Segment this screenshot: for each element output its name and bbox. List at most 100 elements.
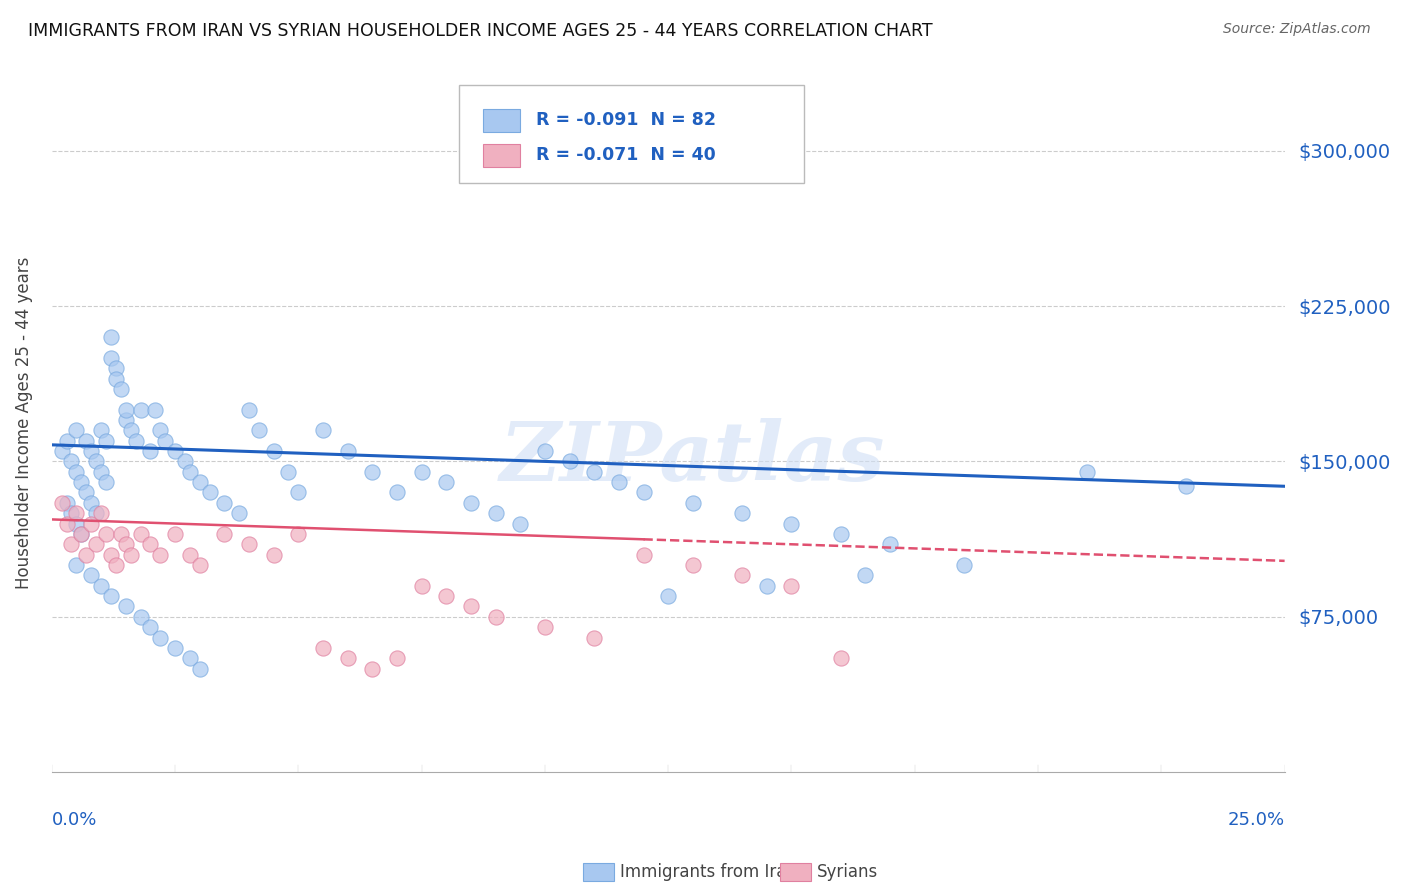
Y-axis label: Householder Income Ages 25 - 44 years: Householder Income Ages 25 - 44 years (15, 256, 32, 589)
Point (434, 475, 457, 490)
Point (90, 465, 112, 479)
Point (139, 537, 162, 551)
Bar (484, 109, 520, 132)
Point (75, 548, 97, 562)
Point (90, 579, 112, 593)
Point (153, 434, 176, 448)
Point (336, 444, 359, 458)
Point (75, 485, 97, 500)
Point (214, 527, 236, 541)
Point (583, 631, 606, 645)
Point (238, 537, 260, 551)
Point (90, 506, 112, 520)
Point (129, 609, 152, 624)
Point (114, 413, 136, 427)
Point (55, 496, 77, 510)
Point (312, 423, 335, 437)
Point (94, 475, 117, 490)
Point (114, 402, 136, 417)
Point (70, 527, 93, 541)
Point (174, 454, 197, 468)
Point (80, 444, 103, 458)
Point (682, 496, 704, 510)
Point (780, 516, 803, 531)
Point (1175, 479, 1198, 493)
Point (583, 465, 606, 479)
Point (65, 558, 87, 572)
Point (51, 496, 73, 510)
Point (114, 599, 136, 614)
Point (633, 485, 655, 500)
Point (110, 527, 132, 541)
Point (277, 465, 299, 479)
Point (84, 506, 107, 520)
Point (179, 651, 201, 665)
Point (90, 423, 112, 437)
Text: ZIPatlas: ZIPatlas (501, 417, 886, 498)
Point (484, 609, 506, 624)
FancyBboxPatch shape (458, 85, 804, 183)
Point (830, 651, 852, 665)
Point (411, 579, 433, 593)
Point (129, 527, 152, 541)
Point (60, 454, 83, 468)
Point (104, 361, 127, 376)
Point (120, 423, 142, 437)
Point (336, 651, 359, 665)
Point (80, 568, 103, 582)
Point (163, 527, 186, 541)
Point (65, 423, 87, 437)
Point (84, 454, 107, 468)
Point (263, 444, 285, 458)
Point (149, 423, 172, 437)
Point (188, 558, 211, 572)
Point (287, 485, 309, 500)
Point (60, 537, 83, 551)
Point (214, 496, 236, 510)
Point (143, 402, 166, 417)
Point (287, 527, 309, 541)
Bar (484, 144, 520, 167)
Point (731, 506, 754, 520)
Point (361, 662, 384, 676)
Point (65, 516, 87, 531)
Text: 25.0%: 25.0% (1227, 811, 1285, 829)
Point (100, 351, 122, 365)
Text: IMMIGRANTS FROM IRAN VS SYRIAN HOUSEHOLDER INCOME AGES 25 - 44 YEARS CORRELATION: IMMIGRANTS FROM IRAN VS SYRIAN HOUSEHOLD… (28, 22, 932, 40)
Point (120, 548, 142, 562)
Point (312, 640, 335, 655)
Point (55, 516, 77, 531)
Point (179, 548, 201, 562)
Point (100, 330, 122, 344)
Point (75, 434, 97, 448)
Point (139, 444, 162, 458)
Point (484, 506, 506, 520)
Point (104, 371, 127, 385)
Point (188, 662, 211, 676)
Point (361, 465, 384, 479)
Point (263, 548, 285, 562)
Point (55, 434, 77, 448)
Point (100, 548, 122, 562)
Point (385, 651, 408, 665)
Point (509, 516, 531, 531)
Text: R = -0.091  N = 82: R = -0.091 N = 82 (536, 111, 716, 128)
Point (558, 454, 581, 468)
Point (657, 589, 679, 603)
Point (879, 537, 901, 551)
Point (124, 434, 146, 448)
Point (100, 589, 122, 603)
Point (60, 506, 83, 520)
Text: Syrians: Syrians (817, 863, 879, 881)
Point (682, 558, 704, 572)
Point (65, 465, 87, 479)
Text: R = -0.071  N = 40: R = -0.071 N = 40 (536, 145, 716, 164)
Point (780, 579, 803, 593)
Point (179, 465, 201, 479)
Point (80, 496, 103, 510)
Text: Immigrants from Iran: Immigrants from Iran (620, 863, 797, 881)
Point (65, 506, 87, 520)
Point (163, 444, 186, 458)
Point (460, 496, 482, 510)
Text: Source: ZipAtlas.com: Source: ZipAtlas.com (1223, 22, 1371, 37)
